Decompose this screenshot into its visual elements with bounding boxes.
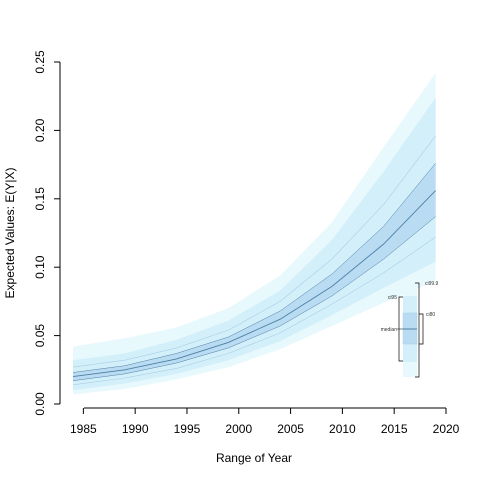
- legend: ci99.9 ci95 ci80 median: [381, 281, 439, 378]
- y-tick-label: 0.00: [33, 392, 47, 416]
- x-tick-label: 2000: [225, 422, 252, 436]
- confidence-bands: [73, 72, 436, 395]
- x-tick-label: 2015: [381, 422, 408, 436]
- x-tick-label: 1995: [174, 422, 201, 436]
- y-tick-label: 0.15: [33, 187, 47, 211]
- y-tick-label: 0.05: [33, 324, 47, 348]
- ci50-lower-line: [72, 216, 436, 381]
- series-lines: [72, 135, 436, 386]
- y-tick-label: 0.25: [33, 50, 47, 74]
- ci80-upper-line: [72, 135, 436, 368]
- legend-ci99-bracket: [415, 282, 420, 378]
- ci99-band: [73, 72, 436, 395]
- ci80-lower-line: [72, 236, 436, 386]
- axes: [59, 62, 446, 409]
- x-tick-label: 2020: [433, 422, 460, 436]
- legend-ci80-bracket: [419, 313, 424, 345]
- legend-median-label: median: [381, 327, 398, 333]
- x-tick-label: 2005: [277, 422, 304, 436]
- y-axis-title: Expected Values: E(Y|X): [3, 168, 17, 299]
- x-tick-label: 2010: [329, 422, 356, 436]
- x-tick-label: 1990: [122, 422, 149, 436]
- y-tick-label: 0.20: [33, 118, 47, 142]
- median-line: [72, 190, 436, 378]
- x-axis-title: Range of Year: [216, 451, 292, 465]
- legend-ci99-label: ci99.9: [425, 281, 439, 287]
- x-ticks: 1985 1990 1995 2000 2005 2010 2015 2020: [70, 408, 460, 436]
- legend-ci80-label: ci80: [426, 312, 435, 318]
- x-tick-label: 1985: [70, 422, 97, 436]
- ci50-band: [73, 163, 436, 381]
- y-ticks: 0.00 0.05 0.10 0.15 0.20 0.25: [33, 50, 60, 416]
- y-tick-label: 0.10: [33, 255, 47, 279]
- legend-ci95-label: ci95: [388, 295, 397, 301]
- ci50-upper-line: [72, 163, 436, 373]
